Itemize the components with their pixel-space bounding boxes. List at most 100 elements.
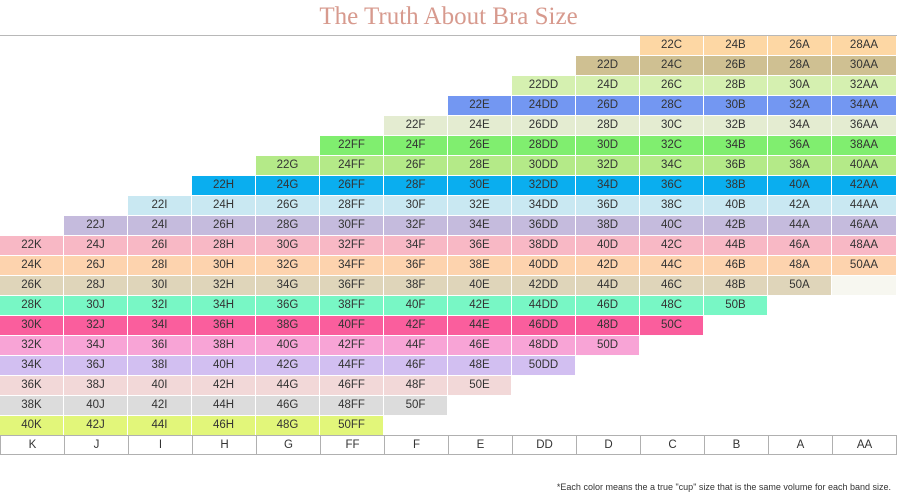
size-cell: 24J — [64, 236, 128, 256]
size-cell: 26D — [576, 96, 640, 116]
size-cell: 40FF — [320, 316, 384, 336]
size-cell: 46AA — [832, 216, 897, 236]
cup-column-label: F — [384, 435, 448, 455]
size-cell: 42I — [128, 396, 192, 416]
size-cell: 40D — [576, 236, 640, 256]
size-cell: 40F — [384, 296, 448, 316]
size-cell: 38D — [576, 216, 640, 236]
size-cell: 36DD — [512, 216, 576, 236]
size-cell: 38E — [448, 256, 512, 276]
size-cell: 24C — [640, 56, 704, 76]
size-cell: 32DD — [512, 176, 576, 196]
size-cell: 26B — [704, 56, 768, 76]
size-cell: 24E — [448, 116, 512, 136]
size-cell: 34C — [640, 156, 704, 176]
size-cell: 34DD — [512, 196, 576, 216]
size-cell: 50AA — [832, 256, 897, 276]
size-cell: 38DD — [512, 236, 576, 256]
size-cell: 34FF — [320, 256, 384, 276]
size-cell: 48G — [256, 416, 320, 436]
size-cell: 22F — [384, 116, 448, 136]
size-cell: 38F — [384, 276, 448, 296]
size-cell: 48F — [384, 376, 448, 396]
size-cell: 32C — [640, 136, 704, 156]
size-cell: 22C — [640, 36, 704, 56]
size-cell: 44FF — [320, 356, 384, 376]
size-cell: 46F — [384, 356, 448, 376]
chart-title: The Truth About Bra Size — [319, 3, 578, 30]
size-cell: 24H — [192, 196, 256, 216]
size-cell: 26E — [448, 136, 512, 156]
size-cell: 28B — [704, 76, 768, 96]
size-cell: 30AA — [832, 56, 897, 76]
size-cell: 28G — [256, 216, 320, 236]
size-cell: 44G — [256, 376, 320, 396]
size-cell: 36D — [576, 196, 640, 216]
size-cell: 40DD — [512, 256, 576, 276]
size-cell: 30A — [768, 76, 832, 96]
size-cell: 32G — [256, 256, 320, 276]
size-cell: 46FF — [320, 376, 384, 396]
size-cell: 24D — [576, 76, 640, 96]
size-cell: 46E — [448, 336, 512, 356]
size-cell: 30C — [640, 116, 704, 136]
size-cell: 34B — [704, 136, 768, 156]
size-cell: 36AA — [832, 116, 897, 136]
size-cell: 38C — [640, 196, 704, 216]
size-cell: 44A — [768, 216, 832, 236]
size-cell: 44C — [640, 256, 704, 276]
size-cell: 26J — [64, 256, 128, 276]
size-cell: 36F — [384, 256, 448, 276]
size-cell: 30E — [448, 176, 512, 196]
size-cell: 28D — [576, 116, 640, 136]
size-cell: 46A — [768, 236, 832, 256]
cup-column-label: J — [64, 435, 128, 455]
size-cell: 32A — [768, 96, 832, 116]
size-cell: 36K — [0, 376, 64, 396]
size-cell: 30F — [384, 196, 448, 216]
size-cell: 42C — [640, 236, 704, 256]
size-cell: 30H — [192, 256, 256, 276]
size-cell: 28DD — [512, 136, 576, 156]
size-cell: 32D — [576, 156, 640, 176]
size-cell: 34J — [64, 336, 128, 356]
cup-column-label: B — [704, 435, 768, 455]
cup-column-label: FF — [320, 435, 384, 455]
size-cell: 22I — [128, 196, 192, 216]
size-cell: 22K — [0, 236, 64, 256]
size-cell: 22E — [448, 96, 512, 116]
size-cell: 38AA — [832, 136, 897, 156]
size-cell: 34E — [448, 216, 512, 236]
size-cell: 30FF — [320, 216, 384, 236]
size-cell: 36A — [768, 136, 832, 156]
size-cell: 44F — [384, 336, 448, 356]
size-cell: 42J — [64, 416, 128, 436]
size-cell: 48DD — [512, 336, 576, 356]
size-cell: 48C — [640, 296, 704, 316]
size-cell: 34F — [384, 236, 448, 256]
size-cell: 50D — [576, 336, 640, 356]
size-cell: 44D — [576, 276, 640, 296]
size-cell: 42E — [448, 296, 512, 316]
size-cell: 26G — [256, 196, 320, 216]
size-table: 22C 24B 26A 28AA 22D 24C 26B 28A 30AA 22DD 24D 26C 2… — [0, 36, 897, 455]
chart-frame-top — [0, 35, 897, 36]
cup-column-label: C — [640, 435, 704, 455]
empty-cell — [832, 276, 897, 296]
size-cell: 44I — [128, 416, 192, 436]
size-cell: 50B — [704, 296, 768, 316]
size-cell: 38K — [0, 396, 64, 416]
size-cell: 40A — [768, 176, 832, 196]
size-cell: 50F — [384, 396, 448, 416]
size-cell: 46C — [640, 276, 704, 296]
size-cell: 34G — [256, 276, 320, 296]
size-cell: 24F — [384, 136, 448, 156]
size-cell: 34A — [768, 116, 832, 136]
size-cell: 30J — [64, 296, 128, 316]
size-cell: 36E — [448, 236, 512, 256]
size-cell: 32E — [448, 196, 512, 216]
size-cell: 24G — [256, 176, 320, 196]
size-cell: 22DD — [512, 76, 576, 96]
size-cell: 36G — [256, 296, 320, 316]
size-cell: 30I — [128, 276, 192, 296]
